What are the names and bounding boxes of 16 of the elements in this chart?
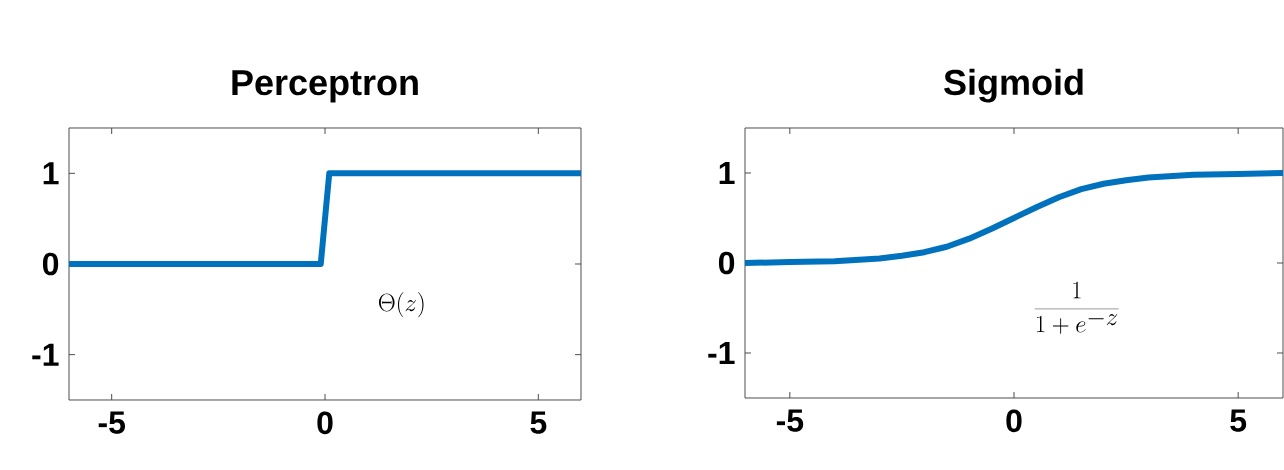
x-tick-label: -5 bbox=[98, 411, 126, 434]
x-tick-label: 0 bbox=[1006, 409, 1022, 433]
y-tick-label: 1 bbox=[43, 162, 59, 185]
annotation: $\frac{1}{1+e^{-z}}$ bbox=[1034, 281, 1119, 334]
x-tick-label: 0 bbox=[317, 411, 333, 435]
x-tick-label: -5 bbox=[776, 409, 804, 432]
y-tick-label: -1 bbox=[32, 343, 59, 366]
annotation: $\Theta(z)$ bbox=[378, 292, 424, 318]
chart-title: Perceptron bbox=[232, 70, 418, 103]
y-tick-label: -1 bbox=[708, 341, 735, 364]
chart-title: Sigmoid bbox=[944, 68, 1083, 103]
y-tick-label: 0 bbox=[718, 251, 735, 275]
x-tick-label: 5 bbox=[1230, 409, 1247, 432]
x-tick-label: 5 bbox=[530, 411, 547, 434]
y-tick-label: 1 bbox=[719, 161, 735, 184]
y-tick-label: 0 bbox=[42, 252, 59, 276]
